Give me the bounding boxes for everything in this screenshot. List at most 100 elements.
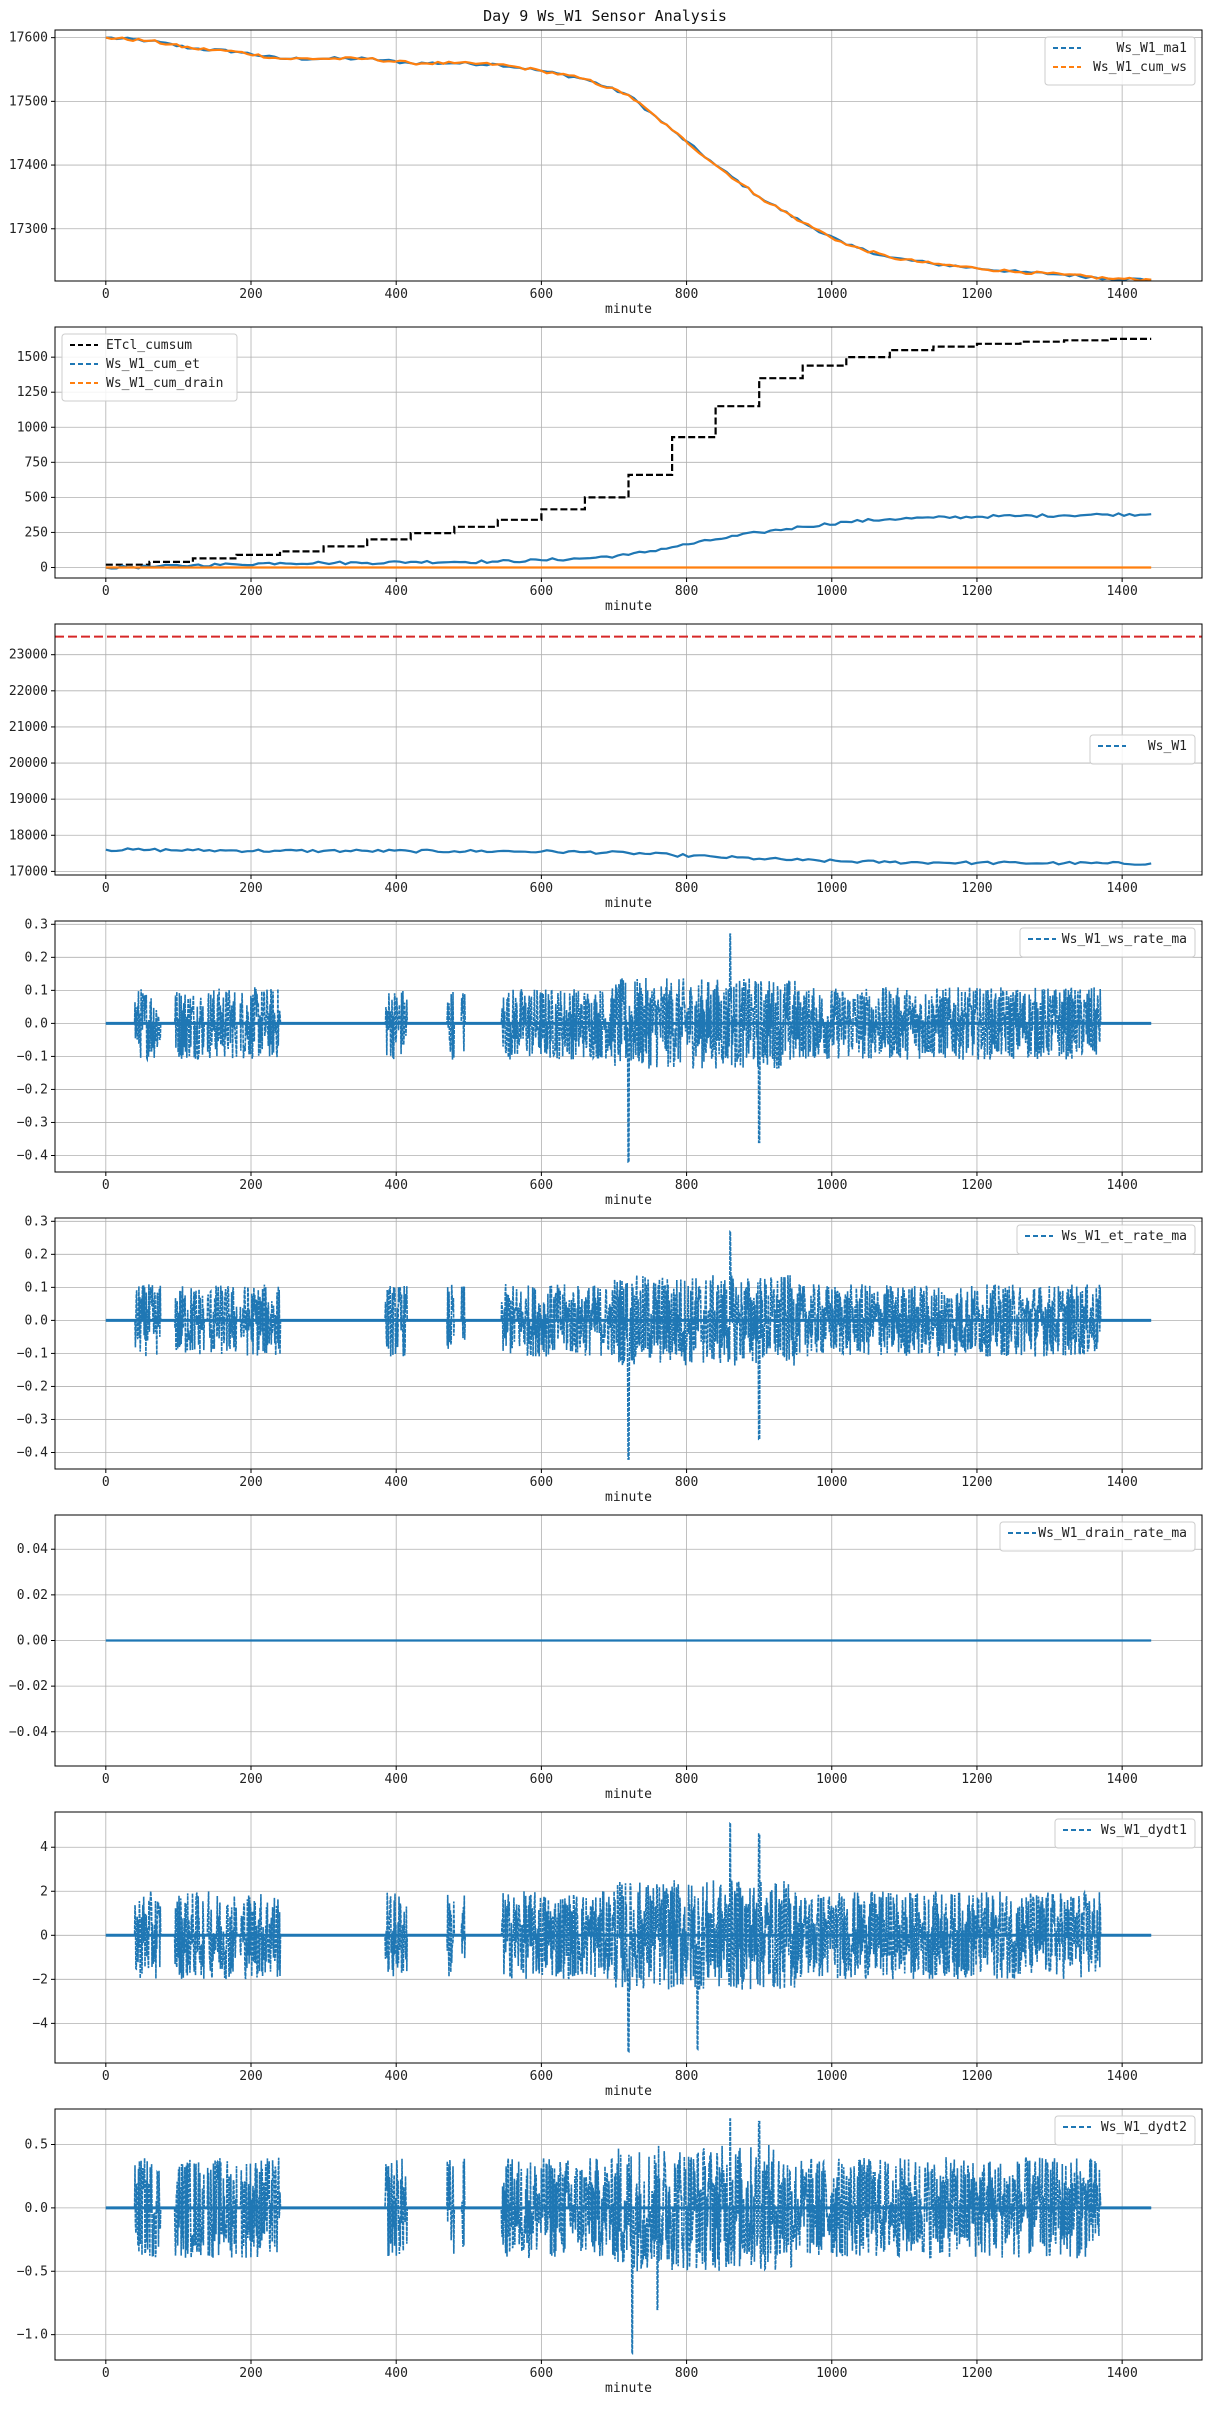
y-tick-label: 20000 (9, 756, 48, 771)
x-tick-label: 1000 (816, 1475, 847, 1490)
x-tick-label: 1000 (816, 287, 847, 302)
x-tick-label: 1000 (816, 1178, 847, 1193)
legend-label: Ws_W1_et_rate_ma (1062, 1229, 1187, 1244)
y-tick-label: 21000 (9, 720, 48, 735)
x-axis-label: minute (605, 2084, 652, 2099)
x-tick-label: 1000 (816, 881, 847, 896)
legend-box (61, 333, 238, 402)
y-tick-label: 0.0 (25, 1313, 48, 1328)
x-tick-label: 600 (530, 584, 553, 599)
subplot-1: 0 200 400 600 800 1000 1200 1400 17300 17400 17500… (9, 29, 1203, 317)
x-tick-label: 0 (102, 1475, 110, 1490)
legend-box (999, 1521, 1196, 1552)
y-tick-label: 0.2 (25, 1247, 48, 1262)
legend: Ws_W1_dydt1 (1054, 1818, 1196, 1849)
y-tick-label: 0.0 (25, 2201, 48, 2216)
x-axis-label: minute (605, 302, 652, 317)
legend-box (1019, 927, 1196, 958)
x-tick-label: 800 (675, 1772, 698, 1787)
x-tick-label: 800 (675, 584, 698, 599)
y-tick-label: 19000 (9, 792, 48, 807)
subplot-7: 0 200 400 600 800 1000 1200 1400 −4 −2 0 2 4 minute Ws… (32, 1811, 1203, 2099)
y-tick-label: −2 (32, 1972, 48, 1987)
x-tick-label: 1400 (1106, 1772, 1137, 1787)
x-tick-label: 400 (384, 2366, 407, 2381)
legend: Ws_W1_et_rate_ma (1016, 1224, 1196, 1255)
x-axis-label: minute (605, 1787, 652, 1802)
x-tick-label: 1200 (961, 287, 992, 302)
x-axis-label: minute (605, 1193, 652, 1208)
x-tick-label: 0 (102, 1178, 110, 1193)
plot-area (105, 933, 1152, 1163)
legend: Ws_W1_ma1 Ws_W1_cum_ws (1044, 36, 1196, 86)
x-tick-label: 1400 (1106, 584, 1137, 599)
x-tick-label: 1200 (961, 1475, 992, 1490)
x-tick-label: 0 (102, 287, 110, 302)
x-tick-label: 200 (239, 881, 262, 896)
y-tick-label: 4 (40, 1840, 48, 1855)
x-tick-label: 400 (384, 2069, 407, 2084)
x-tick-label: 400 (384, 1772, 407, 1787)
x-tick-label: 200 (239, 2069, 262, 2084)
x-tick-label: 1400 (1106, 2366, 1137, 2381)
x-axis-label: minute (605, 896, 652, 911)
y-tick-label: −0.3 (17, 1115, 48, 1130)
legend-label: Ws_W1 (1148, 739, 1187, 754)
subplot-5: 0 200 400 600 800 1000 1200 1400 −0.4 −0.3 −0.2 −0.… (17, 1214, 1203, 1505)
x-tick-label: 1200 (961, 1772, 992, 1787)
legend-label: Ws_W1_ws_rate_ma (1062, 932, 1187, 947)
x-tick-label: 0 (102, 584, 110, 599)
y-tick-label: 0.2 (25, 950, 48, 965)
y-tick-label: 17000 (9, 864, 48, 879)
y-tick-label: −0.1 (17, 1346, 48, 1361)
x-tick-label: 200 (239, 2366, 262, 2381)
x-tick-label: 400 (384, 881, 407, 896)
x-tick-label: 0 (102, 881, 110, 896)
y-tick-label: 0.04 (17, 1542, 48, 1557)
y-tick-label: −1.0 (17, 2328, 48, 2343)
subplot-2: 0 200 400 600 800 1000 1200 1400 0 250 500 750 1000 1… (17, 326, 1203, 614)
y-tick-label: 750 (25, 455, 48, 470)
axes-frame (54, 623, 1203, 876)
y-tick-label: −4 (32, 2016, 48, 2031)
x-tick-label: 600 (530, 287, 553, 302)
plot-area (105, 337, 1152, 570)
x-tick-label: 0 (102, 2366, 110, 2381)
legend: Ws_W1_drain_rate_ma (999, 1521, 1196, 1552)
y-tick-label: 22000 (9, 684, 48, 699)
y-tick-label: 0.00 (17, 1634, 48, 1649)
x-tick-label: 400 (384, 1178, 407, 1193)
axes-frame (54, 326, 1203, 579)
legend-box (1054, 1818, 1196, 1849)
x-tick-label: 200 (239, 287, 262, 302)
x-tick-label: 1400 (1106, 1475, 1137, 1490)
y-tick-label: 0 (40, 1928, 48, 1943)
x-tick-label: 0 (102, 2069, 110, 2084)
x-tick-label: 600 (530, 1475, 553, 1490)
legend-label: Ws_W1_drain_rate_ma (1038, 1526, 1187, 1541)
legend-label: Ws_W1_cum_et (106, 357, 200, 372)
series-line-Ws_W1_dydt2 (105, 2118, 1152, 2355)
x-tick-label: 200 (239, 1772, 262, 1787)
figure-title: Day 9 Ws_W1 Sensor Analysis (483, 7, 727, 25)
y-tick-label: −0.02 (9, 1679, 48, 1694)
x-tick-label: 1000 (816, 1772, 847, 1787)
y-tick-label: 0.3 (25, 1214, 48, 1229)
y-tick-label: 17600 (9, 31, 48, 46)
x-tick-label: 400 (384, 1475, 407, 1490)
subplot-6: 0 200 400 600 800 1000 1200 1400 −0.04 −0.02 0.00 0… (9, 1514, 1203, 1802)
y-tick-label: 0.0 (25, 1016, 48, 1031)
x-tick-label: 1200 (961, 1178, 992, 1193)
y-tick-label: −0.4 (17, 1445, 48, 1460)
x-tick-label: 1200 (961, 881, 992, 896)
x-tick-label: 600 (530, 881, 553, 896)
y-tick-label: 0 (40, 560, 48, 575)
y-tick-label: 250 (25, 525, 48, 540)
legend: Ws_W1_dydt2 (1054, 2115, 1196, 2146)
y-tick-label: −0.1 (17, 1049, 48, 1064)
legend-label: ETcl_cumsum (106, 338, 192, 353)
series-line-Ws_W1 (105, 847, 1152, 866)
x-tick-label: 800 (675, 1475, 698, 1490)
